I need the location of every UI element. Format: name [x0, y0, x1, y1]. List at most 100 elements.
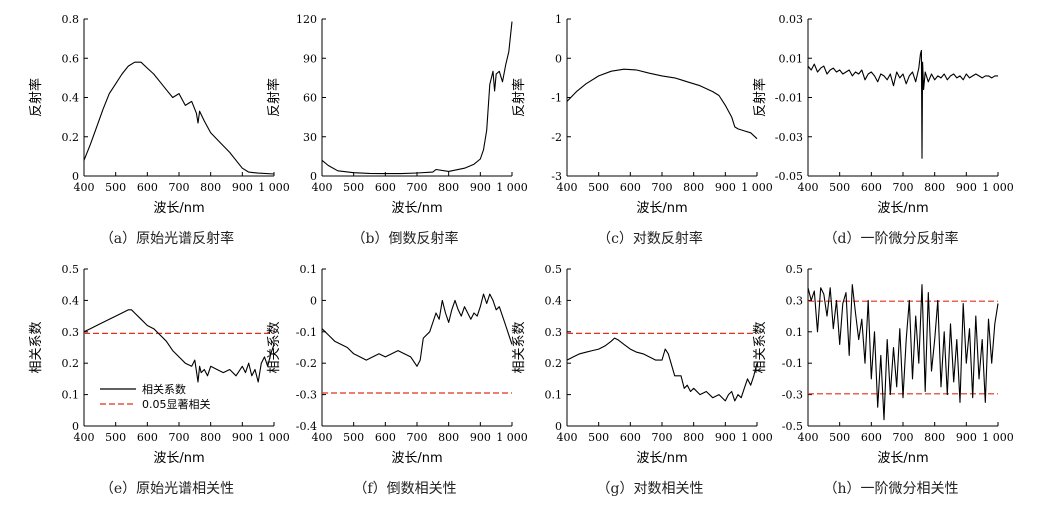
x-tick-label: 800	[924, 181, 945, 194]
x-tick-label: 600	[137, 431, 158, 444]
y-tick-label: -3	[551, 170, 562, 183]
x-tick-label: 400	[557, 431, 578, 444]
y-tick-label: -0.1	[782, 357, 803, 370]
y-tick-label: 0.4	[545, 294, 563, 307]
y-tick-label: 0.1	[62, 389, 80, 402]
y-axis-label: 反射率	[266, 78, 282, 117]
y-tick-label: 0	[310, 170, 317, 183]
x-tick-label: 600	[620, 181, 641, 194]
series-line	[807, 284, 999, 421]
y-tick-label: 30	[303, 131, 317, 144]
y-tick-label: -2	[551, 131, 562, 144]
chart-caption: （e）原始光谱相关性	[100, 481, 234, 497]
x-tick-label: 700	[169, 431, 190, 444]
x-tick-label: 700	[652, 431, 673, 444]
series-line	[566, 68, 758, 140]
x-tick-label: 400	[798, 431, 819, 444]
y-tick-label: 0.03	[779, 13, 804, 26]
x-tick-label: 500	[588, 181, 609, 194]
x-tick-label: 500	[829, 431, 850, 444]
y-tick-label: -0.01	[775, 92, 803, 105]
x-tick-label: 800	[200, 431, 221, 444]
y-tick-label: 0.1	[545, 389, 563, 402]
y-tick-label: 0	[555, 420, 562, 433]
y-tick-label: -0.2	[296, 357, 317, 370]
legend-label: 相关系数	[142, 382, 186, 396]
y-axis-label: 相关系数	[753, 321, 768, 373]
x-tick-label: 500	[343, 431, 364, 444]
y-axis-label: 相关系数	[29, 321, 44, 373]
chart-caption: （a）原始光谱反射率	[100, 230, 234, 247]
y-tick-label: 0.5	[62, 263, 80, 276]
series-line	[807, 49, 998, 159]
series-line	[83, 309, 275, 383]
x-tick-label: 400	[798, 181, 819, 194]
y-tick-label: 0	[310, 294, 317, 307]
x-tick-label: 700	[169, 181, 190, 194]
x-axis-label: 波长/nm	[877, 201, 928, 216]
x-tick-label: 500	[829, 181, 850, 194]
y-tick-label: 0.3	[62, 326, 80, 339]
x-tick-label: 900	[956, 431, 977, 444]
chart-c: 400 500 600 700 800 900 1 000 -3 -2 -1 0 1 波长/nm 反射率 （…	[511, 13, 773, 247]
y-tick-label: 0.01	[779, 52, 804, 65]
y-tick-label: 0.8	[62, 13, 80, 26]
chart-caption: （b）倒数反射率	[352, 230, 459, 247]
x-tick-label: 700	[407, 181, 428, 194]
x-axis-label: 波长/nm	[877, 451, 928, 466]
y-tick-label: 0.4	[62, 92, 80, 105]
y-tick-label: -0.03	[775, 131, 803, 144]
y-tick-label: -0.05	[775, 170, 803, 183]
x-tick-label: 800	[683, 181, 704, 194]
x-tick-label: 600	[861, 181, 882, 194]
chart-caption: （d）一阶微分反射率	[824, 230, 959, 247]
x-tick-label: 500	[588, 431, 609, 444]
y-tick-label: 60	[303, 92, 317, 105]
x-tick-label: 400	[74, 431, 95, 444]
y-tick-label: -0.1	[296, 326, 317, 339]
x-tick-label: 900	[715, 431, 736, 444]
y-tick-label: 0.3	[786, 294, 804, 307]
y-tick-label: 0	[72, 420, 79, 433]
x-tick-label: 600	[620, 431, 641, 444]
y-tick-label: 0.1	[300, 263, 318, 276]
x-tick-label: 800	[438, 431, 459, 444]
x-tick-label: 600	[861, 431, 882, 444]
x-tick-label: 1 000	[741, 181, 773, 194]
x-tick-label: 1 000	[741, 431, 773, 444]
chart-caption: （f）倒数相关性	[353, 481, 456, 497]
chart-caption: （g）对数相关性	[597, 481, 704, 497]
x-tick-label: 900	[232, 431, 253, 444]
x-tick-label: 800	[683, 431, 704, 444]
x-tick-label: 900	[232, 181, 253, 194]
chart-caption: （c）对数反射率	[597, 230, 703, 247]
x-tick-label: 900	[956, 181, 977, 194]
x-tick-label: 800	[200, 181, 221, 194]
x-tick-label: 400	[312, 431, 333, 444]
series-line	[83, 61, 275, 175]
x-tick-label: 600	[375, 181, 396, 194]
x-axis-label: 波长/nm	[391, 201, 442, 216]
x-tick-label: 400	[557, 181, 578, 194]
x-tick-label: 500	[105, 431, 126, 444]
y-tick-label: 0.3	[545, 326, 563, 339]
x-tick-label: 500	[105, 181, 126, 194]
y-tick-label: 0	[72, 170, 79, 183]
y-tick-label: 0.5	[545, 263, 563, 276]
x-tick-label: 800	[438, 181, 459, 194]
chart-caption: （h）一阶微分相关性	[823, 481, 958, 497]
series-line	[321, 293, 513, 367]
legend-label: 0.05显著相关	[142, 397, 211, 411]
x-tick-label: 1 000	[258, 431, 290, 444]
y-axis-label: 反射率	[752, 78, 768, 117]
chart-g: 400 500 600 700 800 900 1 000 0 0.1 0.2 0.3 0.4 0.5 波…	[512, 263, 773, 497]
x-tick-label: 600	[137, 181, 158, 194]
y-tick-label: -1	[551, 92, 562, 105]
x-tick-label: 1 000	[982, 431, 1014, 444]
y-tick-label: 0.2	[545, 357, 563, 370]
y-tick-label: 0.2	[62, 131, 80, 144]
y-tick-label: 90	[303, 52, 317, 65]
x-tick-label: 1 000	[496, 181, 528, 194]
y-tick-label: 120	[296, 13, 317, 26]
